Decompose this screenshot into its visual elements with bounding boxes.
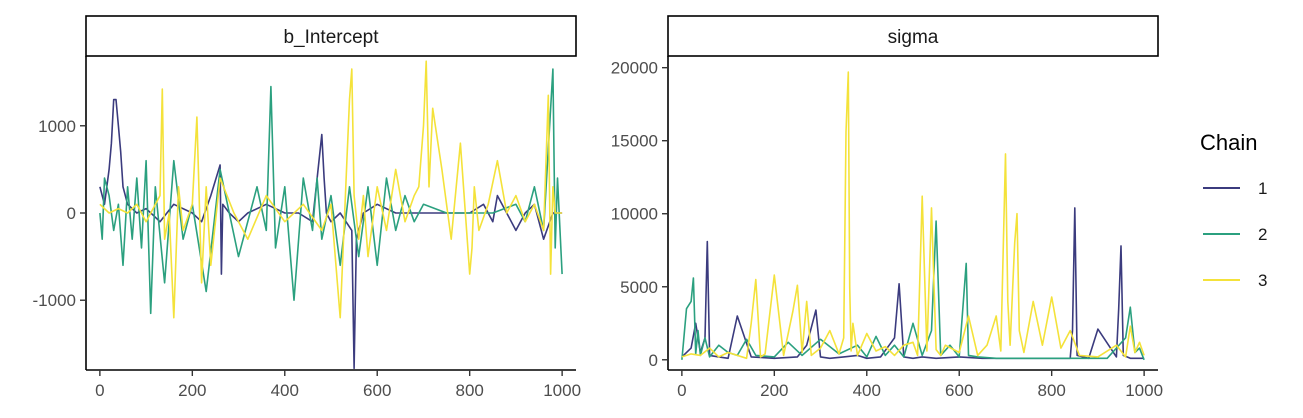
facet-strip xyxy=(667,15,1159,57)
legend-label-3: 3 xyxy=(1258,271,1267,290)
plot-area: 0 5000 10000 15000 20000 0 200 400 600 800 1000 xyxy=(611,56,1163,400)
facet-b-intercept: b_Intercept -1000 0 1000 0 200 400 600 800 1000 xyxy=(33,15,581,400)
y-tick-label: 20000 xyxy=(611,59,658,78)
x-tick-label: 0 xyxy=(677,381,686,400)
legend-item-3: 3 xyxy=(1203,271,1267,290)
x-tick-label: 1000 xyxy=(1125,381,1163,400)
y-tick-label: 0 xyxy=(649,351,658,370)
series-line-chain-1 xyxy=(99,98,563,370)
x-tick-label: 600 xyxy=(363,381,391,400)
y-tick-label: 1000 xyxy=(38,117,76,136)
y-tick-label: 10000 xyxy=(611,205,658,224)
y-tick-label: 0 xyxy=(67,204,76,223)
y-tick-label: 15000 xyxy=(611,132,658,151)
facet-strip xyxy=(85,15,577,57)
x-tick-label: 200 xyxy=(178,381,206,400)
series-line-chain-2 xyxy=(99,68,563,315)
series-line-chain-1 xyxy=(681,207,1145,360)
y-tick-label: 5000 xyxy=(620,278,658,297)
x-tick-label: 0 xyxy=(95,381,104,400)
legend-item-2: 2 xyxy=(1203,225,1267,244)
x-tick-label: 400 xyxy=(271,381,299,400)
legend: Chain 1 2 3 xyxy=(1200,130,1267,290)
series-line-chain-3 xyxy=(681,71,1145,360)
plot-area: -1000 0 1000 0 200 400 600 800 1000 xyxy=(33,56,581,400)
y-tick-label: -1000 xyxy=(33,291,76,310)
x-tick-label: 600 xyxy=(945,381,973,400)
legend-label-1: 1 xyxy=(1258,179,1267,198)
facet-title: sigma xyxy=(888,27,939,48)
legend-item-1: 1 xyxy=(1203,179,1267,198)
x-tick-label: 800 xyxy=(1037,381,1065,400)
x-tick-label: 400 xyxy=(853,381,881,400)
x-tick-label: 1000 xyxy=(543,381,581,400)
x-tick-label: 800 xyxy=(455,381,483,400)
series-line-chain-3 xyxy=(99,60,563,319)
legend-label-2: 2 xyxy=(1258,225,1267,244)
facet-sigma: sigma 0 5000 10000 15000 20000 0 200 400 600 800 1… xyxy=(611,15,1163,400)
legend-title: Chain xyxy=(1200,130,1257,155)
facet-title: b_Intercept xyxy=(283,27,379,48)
x-tick-label: 200 xyxy=(760,381,788,400)
